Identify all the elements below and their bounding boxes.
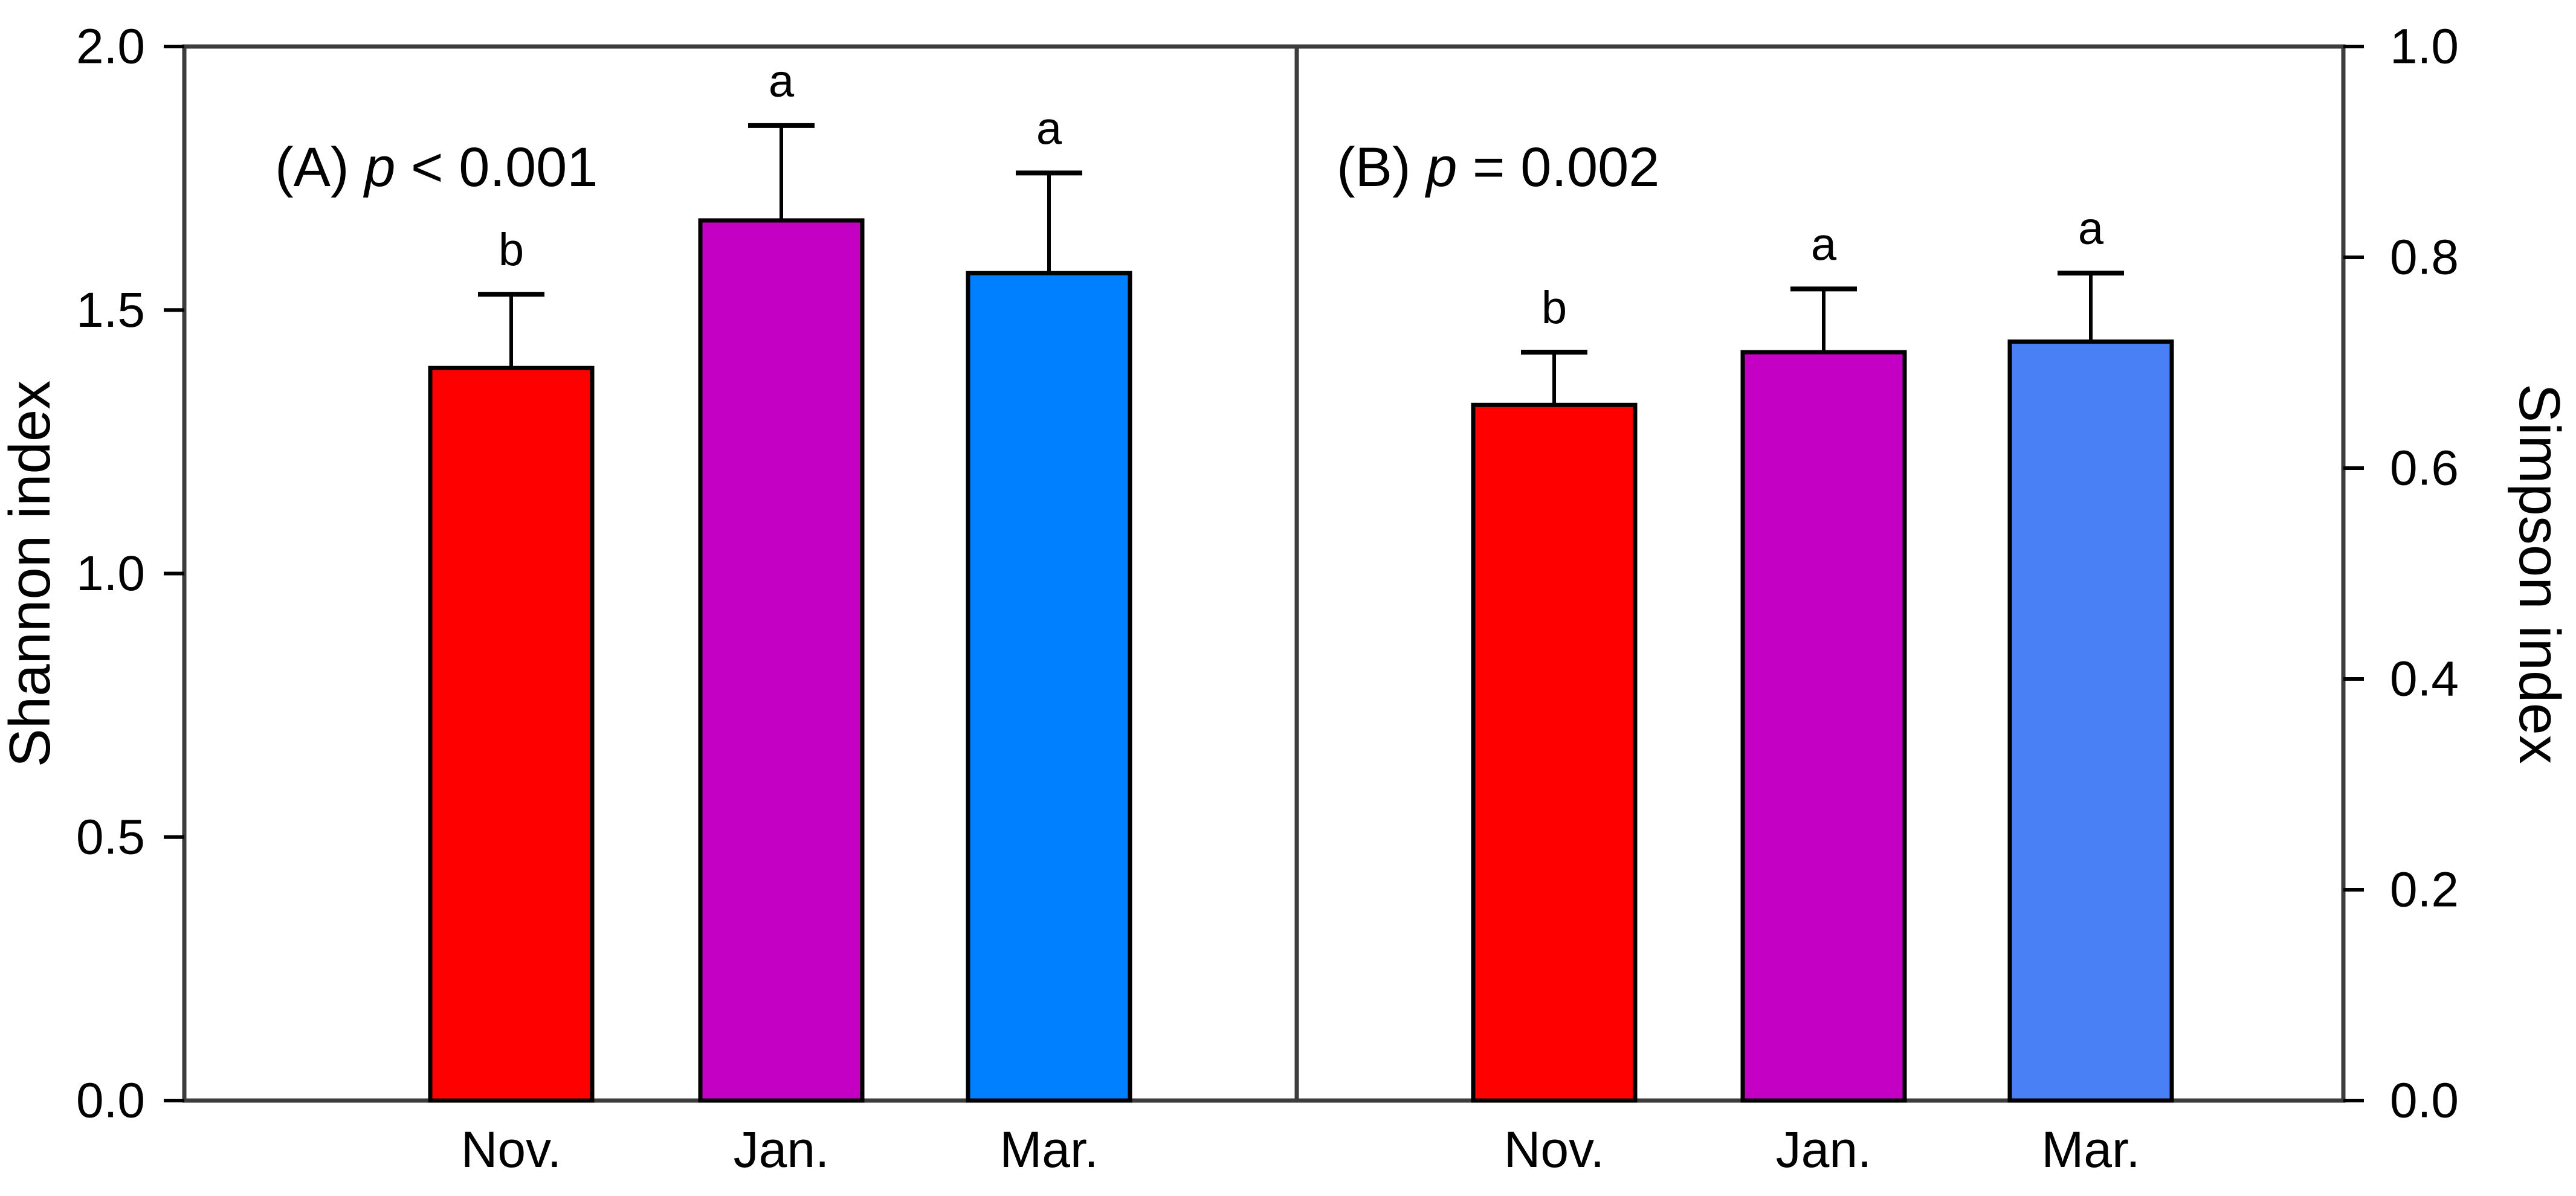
y-tick-label-right: 0.4 [2390, 652, 2459, 707]
y-tick-label-left: 1.0 [76, 546, 145, 601]
x-category-label: Jan. [1776, 1121, 1872, 1178]
right-axis-title: Simpson index [2507, 384, 2572, 764]
x-category-label: Nov. [461, 1121, 561, 1178]
bar-jan-panel-a [698, 218, 865, 1103]
panel-b-label: (B) p = 0.002 [1337, 137, 1659, 198]
x-category-label: Jan. [734, 1121, 830, 1178]
x-category-label: Mar. [999, 1121, 1098, 1178]
significance-letter: a [1811, 219, 1837, 270]
y-tick-label-left: 1.5 [76, 283, 145, 338]
significance-letter: b [1541, 282, 1567, 333]
y-tick-label-left: 0.0 [76, 1073, 145, 1128]
significance-letter: b [499, 224, 524, 275]
significance-letter: a [1036, 103, 1062, 154]
y-tick-label-right: 0.2 [2390, 863, 2459, 918]
bar-nov-panel-a [428, 365, 595, 1103]
y-tick-label-right: 0.0 [2390, 1073, 2459, 1128]
panel-label-suffix: = 0.002 [1457, 137, 1659, 198]
panel-label-suffix: < 0.001 [395, 137, 598, 198]
panel-label-prefix: (A) [275, 137, 364, 198]
bar-mar-panel-b [2007, 339, 2174, 1103]
bar-nov-panel-b [1471, 402, 1638, 1103]
y-tick-label-left: 2.0 [76, 19, 145, 74]
significance-letter: a [769, 56, 795, 107]
panel-label-prefix: (B) [1337, 137, 1426, 198]
left-axis-title: Shannon index [0, 381, 62, 768]
x-category-label: Nov. [1504, 1121, 1604, 1178]
y-tick-label-right: 1.0 [2390, 19, 2459, 74]
y-tick-label-right: 0.8 [2390, 230, 2459, 285]
bar-mar-panel-a [966, 271, 1132, 1103]
significance-letter: a [2078, 203, 2104, 254]
bar-jan-panel-b [1740, 350, 1907, 1103]
y-tick-label-left: 0.5 [76, 809, 145, 864]
panel-label-p-italic: p [363, 137, 395, 198]
y-tick-label-right: 0.6 [2390, 441, 2459, 496]
panel-a-label: (A) p < 0.001 [275, 137, 598, 198]
x-category-label: Mar. [2041, 1121, 2140, 1178]
panel-label-p-italic: p [1424, 137, 1457, 198]
